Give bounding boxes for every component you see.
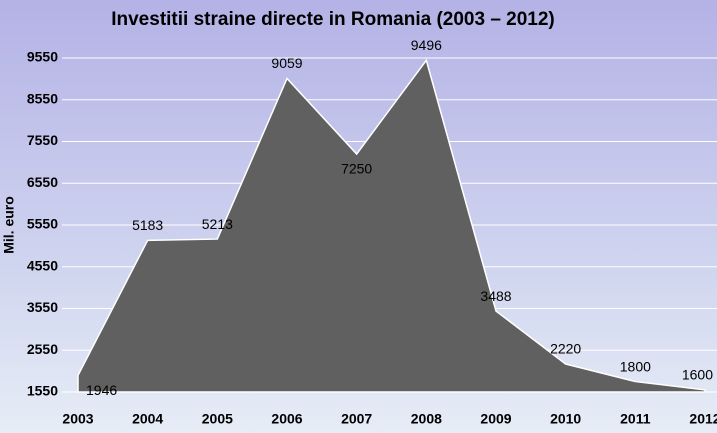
y-axis-label: Mil. euro [1, 196, 17, 254]
x-tick-label: 2007 [341, 411, 372, 427]
y-tick-label: 2550 [27, 341, 58, 357]
y-tick-label: 1550 [27, 383, 58, 399]
chart-title: Investitii straine directe in Romania (2… [111, 9, 555, 30]
data-label: 1800 [620, 358, 651, 374]
y-tick-label: 8550 [27, 90, 58, 106]
x-tick-label: 2012 [689, 411, 717, 427]
y-tick-label: 6550 [27, 174, 58, 190]
y-tick-label: 4550 [27, 257, 58, 273]
x-tick-label: 2010 [550, 411, 581, 427]
y-tick-label: 9550 [27, 49, 58, 65]
x-tick-label: 2004 [132, 411, 163, 427]
data-label: 1946 [86, 382, 117, 398]
y-tick-label: 7550 [27, 132, 58, 148]
x-tick-label: 2005 [202, 411, 233, 427]
x-tick-label: 2009 [480, 411, 511, 427]
area [77, 58, 706, 393]
x-tick-label: 2011 [620, 411, 651, 427]
data-label: 9496 [411, 37, 442, 53]
data-label: 7250 [341, 161, 372, 177]
x-tick-label: 2008 [411, 411, 442, 427]
y-tick-label: 3550 [27, 299, 58, 315]
x-tick-label: 2003 [62, 411, 93, 427]
x-tick-label: 2006 [271, 411, 302, 427]
data-label: 1600 [682, 367, 713, 383]
data-label: 5183 [132, 217, 163, 233]
data-label: 9059 [271, 55, 302, 71]
data-label: 3488 [480, 288, 511, 304]
data-label: 2220 [550, 341, 581, 357]
data-label: 5213 [202, 216, 233, 232]
y-tick-label: 5550 [27, 216, 58, 232]
